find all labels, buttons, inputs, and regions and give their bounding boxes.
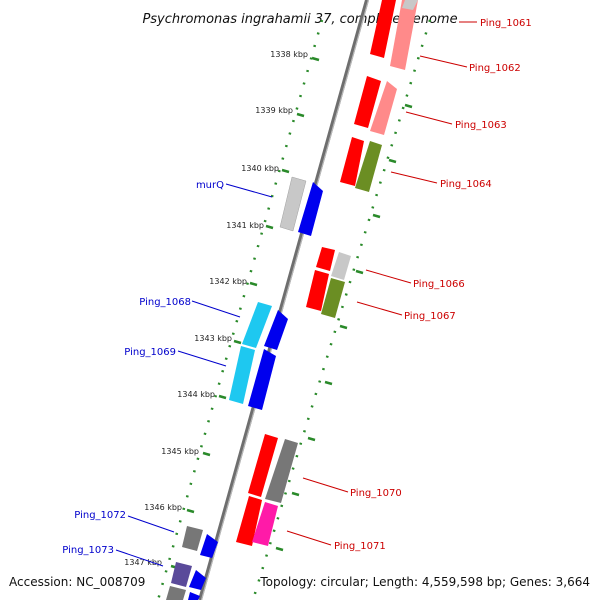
- gene-ping-1064-feature[interactable]: [340, 137, 382, 192]
- tick-label-1338: 1338 kbp: [270, 50, 308, 59]
- tick-marks: [170, 56, 320, 570]
- gene-label-ping-1061[interactable]: Ping_1061: [480, 18, 532, 29]
- gene-ping-1072-feature[interactable]: [182, 526, 218, 558]
- outer-tick-marks: [275, 103, 413, 552]
- tick-label-1341: 1341 kbp: [226, 221, 264, 230]
- gene-label-murq[interactable]: murQ: [196, 180, 224, 191]
- gene-ping-1063-feature[interactable]: [354, 76, 397, 135]
- gene-label-ping-1070[interactable]: Ping_1070: [350, 488, 402, 499]
- gene-label-ping-1072[interactable]: Ping_1072: [74, 510, 126, 521]
- gene-label-ping-1073[interactable]: Ping_1073: [62, 545, 114, 556]
- gene-label-ping-1069[interactable]: Ping_1069: [124, 347, 176, 358]
- gene-label-ping-1067[interactable]: Ping_1067: [404, 311, 456, 322]
- gene-ping-1068-feature[interactable]: [242, 302, 288, 350]
- gene-ping-1070-feature[interactable]: [248, 434, 298, 503]
- gene-ping-1073-feature[interactable]: [166, 562, 206, 600]
- tick-label-1344: 1344 kbp: [177, 390, 215, 399]
- genome-backbone: [198, 0, 369, 600]
- topology-text: Topology: circular; Length: 4,559,598 bp…: [259, 575, 590, 589]
- gene-ping-1071-feature[interactable]: [236, 496, 278, 546]
- gene-label-ping-1068[interactable]: Ping_1068: [139, 297, 191, 308]
- gene-ping-1069-feature[interactable]: [229, 346, 276, 410]
- gene-murQ-feature[interactable]: [279, 176, 323, 236]
- gene-label-ping-1066[interactable]: Ping_1066: [413, 279, 465, 290]
- accession-text: Accession: NC_008709: [9, 575, 145, 589]
- gene-label-ping-1063[interactable]: Ping_1063: [455, 120, 507, 131]
- right-leader-lines: [286, 21, 477, 546]
- left-leader-lines: [115, 183, 273, 567]
- gene-label-ping-1064[interactable]: Ping_1064: [440, 179, 492, 190]
- tick-label-1339: 1339 kbp: [255, 106, 293, 115]
- gene-label-ping-1062[interactable]: Ping_1062: [469, 63, 521, 74]
- tick-label-1343: 1343 kbp: [194, 334, 232, 343]
- inner-dotted-ring: [156, 19, 324, 600]
- tick-label-1340: 1340 kbp: [241, 164, 279, 173]
- tick-label-1345: 1345 kbp: [161, 447, 199, 456]
- tick-label-1347: 1347 kbp: [124, 558, 162, 567]
- genome-backbone-highlight: [200, 0, 370, 600]
- tick-label-1342: 1342 kbp: [209, 277, 247, 286]
- tick-label-1346: 1346 kbp: [144, 503, 182, 512]
- gene-label-ping-1071[interactable]: Ping_1071: [334, 541, 386, 552]
- gene-ping-1061-feature[interactable]: [370, 0, 418, 70]
- gene-ping-1066-feature[interactable]: [316, 247, 351, 280]
- gene-ping-1067-feature[interactable]: [306, 270, 345, 318]
